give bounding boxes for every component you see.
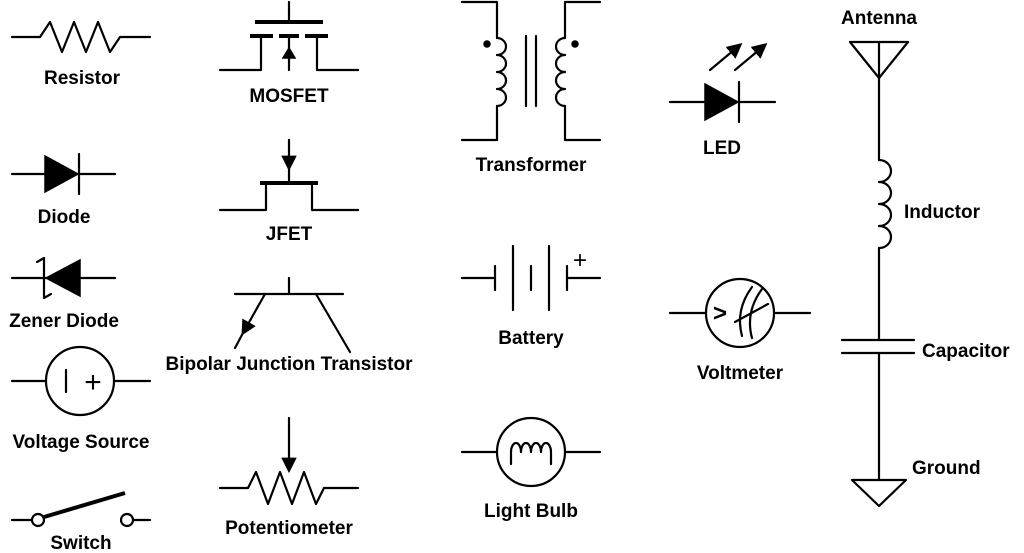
ground-symbol: [850, 478, 908, 508]
inductor-label: Inductor: [904, 202, 981, 223]
antenna-label: Antenna: [841, 8, 917, 29]
battery-symbol: [460, 244, 602, 312]
resistor-symbol: [10, 20, 152, 54]
zener-diode-label: Zener Diode: [9, 311, 119, 332]
mosfet-label: MOSFET: [249, 86, 329, 107]
transformer-label: Transformer: [476, 155, 587, 176]
antenna-symbol: [848, 40, 910, 162]
voltage-source-label: Voltage Source: [13, 432, 150, 453]
mosfet-symbol: [218, 0, 360, 72]
capacitor-label: Capacitor: [922, 341, 1010, 362]
diode-label: Diode: [38, 207, 91, 228]
potentiometer-label: Potentiometer: [225, 518, 353, 539]
bjt-symbol: [233, 276, 352, 354]
capacitor-symbol: [840, 338, 916, 482]
voltmeter-label: Voltmeter: [697, 363, 784, 384]
light-bulb-symbol: [460, 416, 602, 488]
switch-symbol: [10, 491, 152, 528]
bjt-label: Bipolar Junction Transistor: [165, 354, 413, 375]
light-bulb-label: Light Bulb: [484, 501, 578, 522]
inductor-symbol: [877, 158, 893, 342]
voltage-source-symbol: [10, 345, 152, 417]
jfet-label: JFET: [266, 224, 313, 245]
battery-plus-sign: +: [573, 247, 587, 274]
battery-label: Battery: [498, 328, 564, 349]
ground-label: Ground: [912, 458, 981, 479]
led-symbol: [668, 43, 777, 124]
diode-symbol: [10, 152, 117, 196]
voltage-source-plus: +: [84, 366, 102, 399]
transformer-symbol: [460, 0, 602, 142]
zener-diode-symbol: [10, 256, 117, 300]
jfet-symbol: [218, 138, 360, 212]
switch-label: Switch: [50, 533, 111, 553]
potentiometer-symbol: [218, 416, 360, 506]
resistor-label: Resistor: [44, 68, 121, 89]
voltmeter-sign: >: [713, 300, 727, 327]
voltmeter-symbol: [668, 277, 812, 349]
led-label: LED: [703, 138, 741, 159]
